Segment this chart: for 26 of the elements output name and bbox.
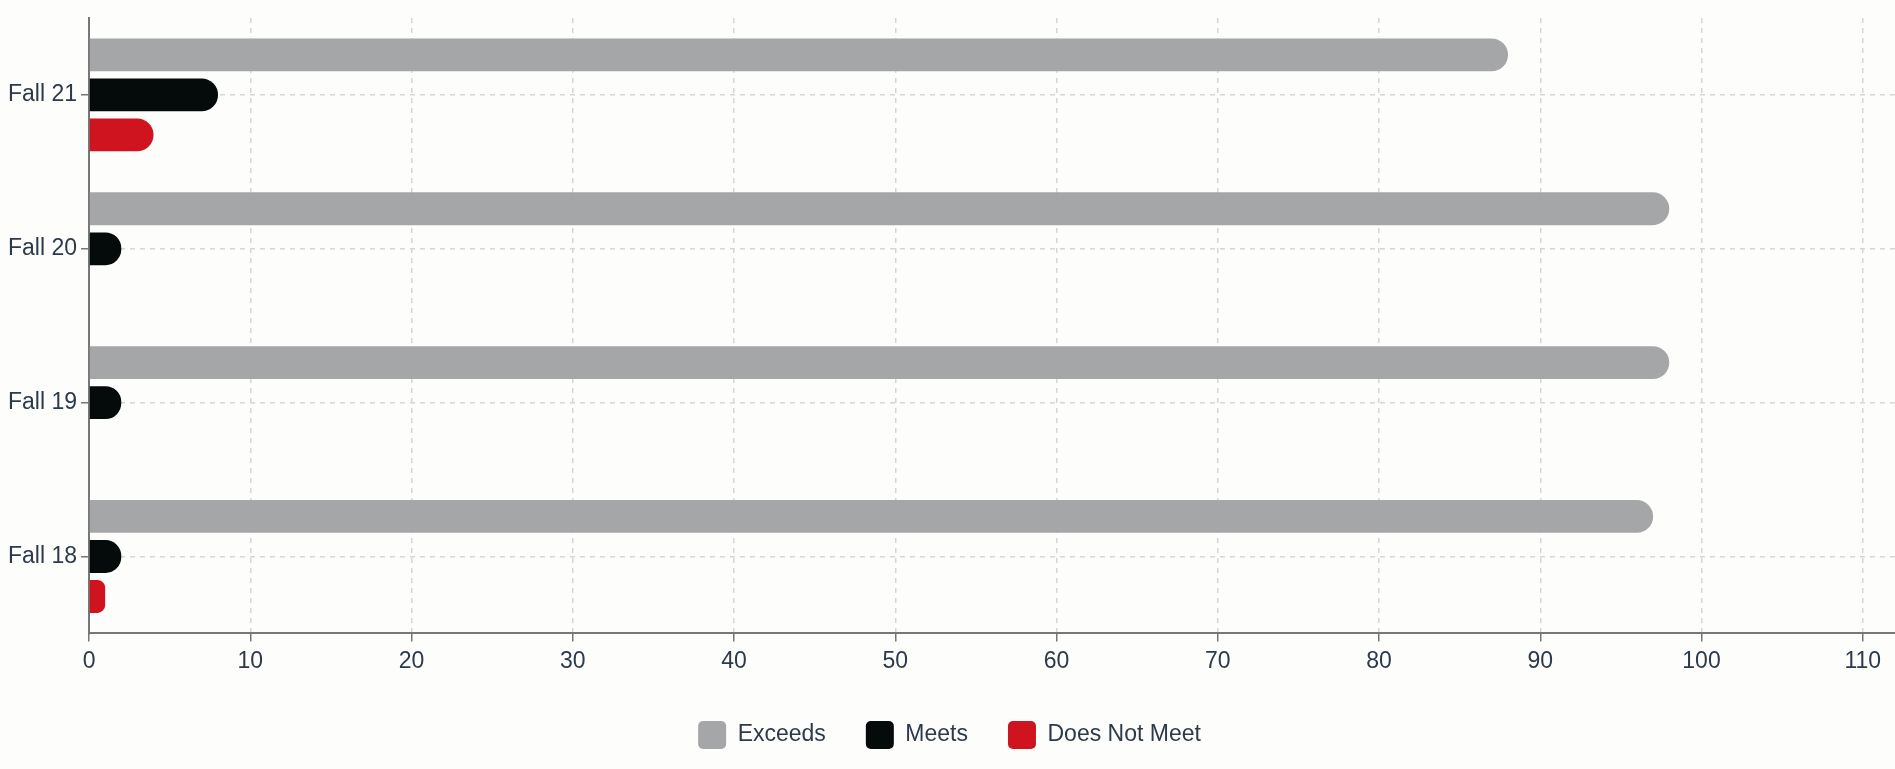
bar bbox=[89, 500, 1654, 533]
x-tick-label: 30 bbox=[559, 646, 586, 673]
y-tick-label: Fall 20 bbox=[7, 234, 78, 261]
y-tick-label: Fall 21 bbox=[7, 80, 78, 107]
bar bbox=[89, 118, 154, 152]
bar bbox=[89, 192, 1670, 226]
bar bbox=[89, 38, 1509, 72]
y-tick-label: Fall 18 bbox=[7, 541, 78, 568]
y-tick-label: Fall 19 bbox=[7, 387, 78, 414]
x-tick-label: 10 bbox=[237, 646, 264, 673]
x-tick-label: 50 bbox=[882, 646, 909, 673]
x-tick-label: 80 bbox=[1366, 646, 1392, 673]
x-tick-label: 100 bbox=[1682, 646, 1721, 673]
legend-label: Does Not Meet bbox=[1047, 720, 1202, 747]
x-tick-label: 40 bbox=[721, 646, 747, 673]
x-tick-label: 90 bbox=[1527, 646, 1554, 673]
x-tick-label: 110 bbox=[1844, 646, 1882, 673]
bar bbox=[89, 78, 219, 112]
x-tick-label: 0 bbox=[82, 646, 96, 673]
x-tick-label: 70 bbox=[1204, 646, 1231, 673]
x-tick-label: 20 bbox=[398, 646, 425, 673]
legend-label: Meets bbox=[905, 720, 968, 747]
bar bbox=[89, 580, 106, 613]
legend-label: Exceeds bbox=[737, 720, 826, 747]
bar bbox=[89, 346, 1670, 380]
x-tick-label: 60 bbox=[1043, 646, 1070, 673]
